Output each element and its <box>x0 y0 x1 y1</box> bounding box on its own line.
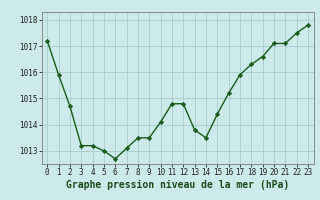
X-axis label: Graphe pression niveau de la mer (hPa): Graphe pression niveau de la mer (hPa) <box>66 180 289 190</box>
